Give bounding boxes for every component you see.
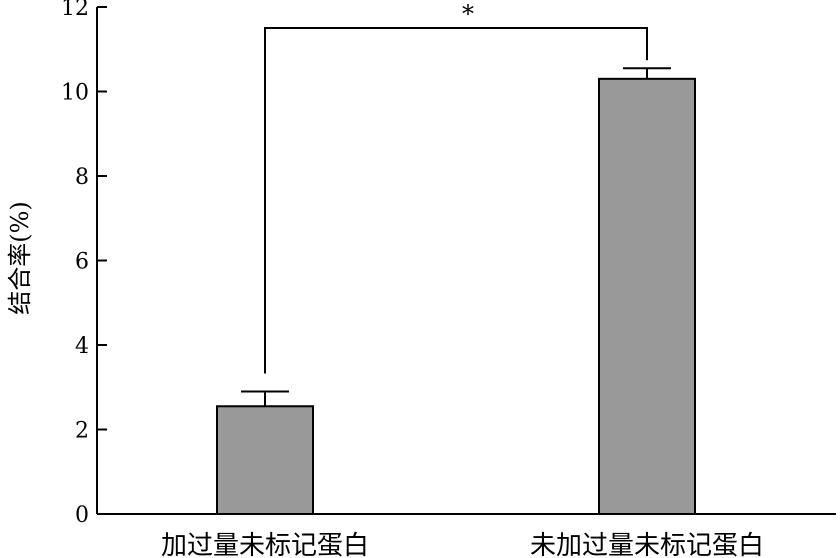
significance-bracket <box>264 27 648 374</box>
category-label-0: 加过量未标记蛋白 <box>161 531 369 558</box>
y-tick-label-10: 10 <box>61 81 89 106</box>
x-labels-layer: 加过量未标记蛋白 未加过量未标记蛋白 <box>161 531 764 558</box>
axes-layer <box>96 7 836 515</box>
y-tick-label-6: 6 <box>75 250 89 275</box>
bar-1 <box>598 77 696 515</box>
significance-bracket-layer: * <box>264 0 648 374</box>
significance-label: * <box>462 0 474 28</box>
category-label-1: 未加过量未标记蛋白 <box>530 531 764 558</box>
y-tick-label-12: 12 <box>61 0 89 21</box>
bar-0 <box>216 405 314 516</box>
y-tick-label-0: 0 <box>75 503 89 528</box>
y-tick-label-8: 8 <box>75 165 89 190</box>
y-tick-label-4: 4 <box>75 334 89 359</box>
bars-layer <box>216 77 696 516</box>
y-axis-title: 结合率(%) <box>6 201 34 315</box>
y-tick-label-2: 2 <box>75 419 89 444</box>
y-ticks-layer: 0 2 4 6 8 10 12 <box>61 0 107 528</box>
error-bars-layer <box>241 67 671 407</box>
